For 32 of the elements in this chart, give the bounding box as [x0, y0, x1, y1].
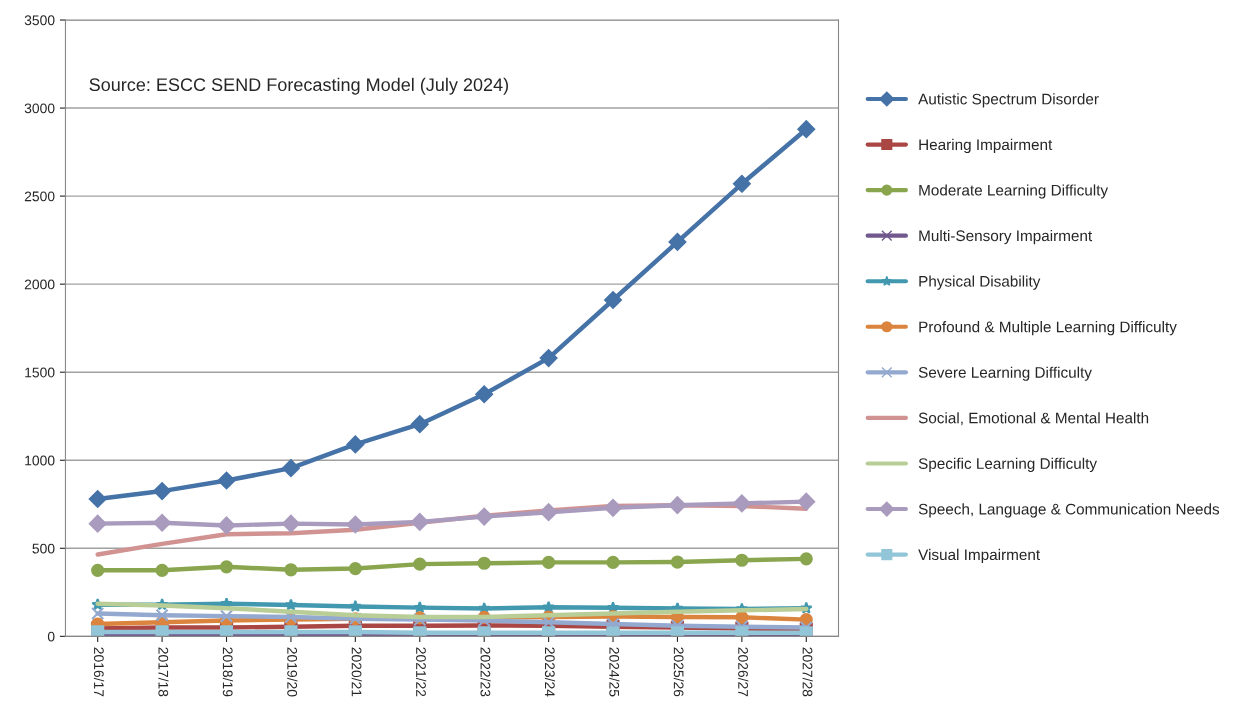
legend-label: Autistic Spectrum Disorder — [918, 93, 1099, 108]
legend-label: Hearing Impairment — [919, 138, 1053, 154]
legend-label: Physical Disability — [919, 275, 1041, 290]
x-tick-label: 2023/24 — [544, 647, 556, 697]
y-tick-label: 2500 — [24, 191, 55, 202]
annotation: Source: ESCC SEND Forecasting Model (July 2024) — [89, 77, 508, 95]
x-tick-label: 2021/22 — [416, 647, 427, 697]
y-tick-label: 500 — [32, 543, 55, 554]
x-tick-label: 2018/19 — [222, 647, 233, 697]
x-tick-label: 2026/27 — [738, 647, 749, 697]
legend-label: Specific Learning Difficulty — [918, 457, 1097, 472]
y-tick-label: 0 — [47, 631, 55, 642]
y-tick-label: 3000 — [24, 103, 55, 114]
legend-label: Speech, Language & Communication Needs — [918, 503, 1220, 518]
legend-label: Severe Learning Difficulty — [918, 366, 1092, 381]
legend-label: Moderate Learning Difficulty — [919, 184, 1109, 199]
y-tick-label: 1500 — [25, 367, 55, 378]
x-tick-label: 2027/28 — [802, 647, 813, 697]
x-tick-label: 2016/17 — [93, 647, 105, 697]
x-tick-label: 2019/20 — [287, 647, 298, 697]
legend-label: Profound & Multiple Learning Difficulty — [919, 321, 1177, 336]
legend-label: Visual Impairment — [918, 548, 1041, 564]
x-tick-label: 2024/25 — [609, 647, 620, 697]
y-tick-label: 3500 — [24, 15, 55, 26]
x-tick-label: 2020/21 — [351, 647, 362, 697]
x-tick-label: 2025/26 — [673, 647, 684, 697]
y-tick-label: 1000 — [25, 455, 55, 466]
legend-label: Multi-Sensory Impairment — [919, 229, 1093, 245]
legend-label: Social, Emotional & Mental Health — [918, 412, 1149, 426]
x-tick-label: 2017/18 — [158, 647, 169, 697]
y-tick-label: 2000 — [24, 279, 55, 290]
x-tick-label: 2022/23 — [480, 647, 491, 697]
